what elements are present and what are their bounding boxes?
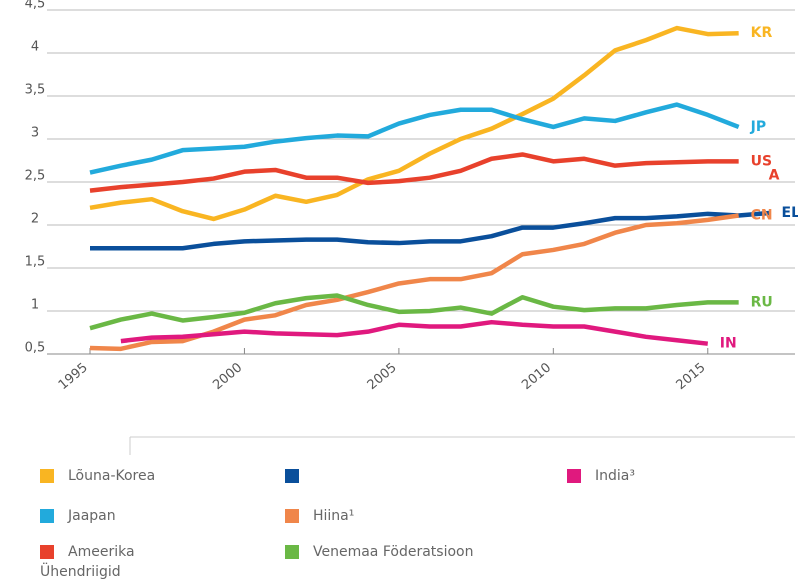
legend-label: Lõuna-Korea <box>68 468 155 484</box>
legend-label: India³ <box>595 468 635 484</box>
legend-swatch <box>40 545 54 559</box>
y-tick-label: 3,5 <box>25 83 46 98</box>
end-label: JP <box>750 119 766 135</box>
x-tick-label: 2015 <box>674 360 709 393</box>
legend-swatch <box>567 469 581 483</box>
x-tick-label: 2000 <box>210 360 245 393</box>
y-tick-label: 2,5 <box>25 169 46 184</box>
y-tick-label: 4 <box>31 40 39 55</box>
y-tick-label: 1,5 <box>25 255 46 270</box>
legend-swatch <box>40 469 54 483</box>
legend-label: Hiina¹ <box>313 508 354 524</box>
series-line <box>89 213 739 352</box>
end-label: EL 27 <box>782 205 798 221</box>
end-label: A <box>769 167 780 183</box>
end-label: KR <box>751 25 773 41</box>
x-tick-label: 2005 <box>365 360 400 393</box>
legend-label: Jaapan <box>67 508 116 524</box>
series-line <box>90 210 770 251</box>
series-line <box>89 25 739 222</box>
end-label: CN <box>751 208 773 224</box>
end-label: RU <box>751 294 773 310</box>
legend-swatch <box>285 509 299 523</box>
x-tick-label: 2010 <box>519 360 554 393</box>
series-line <box>89 293 739 331</box>
y-tick-label: 1 <box>31 298 39 313</box>
series-line <box>89 102 740 175</box>
x-tick-label: 1995 <box>56 360 91 393</box>
legend-swatch <box>285 469 299 483</box>
legend-swatch <box>40 509 54 523</box>
end-label: US <box>751 153 772 169</box>
end-label: IN <box>720 336 737 352</box>
y-tick-label: 2 <box>31 212 39 227</box>
y-tick-label: 3 <box>31 126 39 141</box>
legend-label: Venemaa Föderatsioon <box>313 544 473 560</box>
legend-label: Ameerika Ühendriigid <box>40 544 135 580</box>
series-line <box>89 152 739 193</box>
legend-swatch <box>285 545 299 559</box>
y-tick-label: 4,5 <box>25 0 46 12</box>
series-line <box>120 319 709 346</box>
y-tick-label: 0,5 <box>25 341 46 356</box>
